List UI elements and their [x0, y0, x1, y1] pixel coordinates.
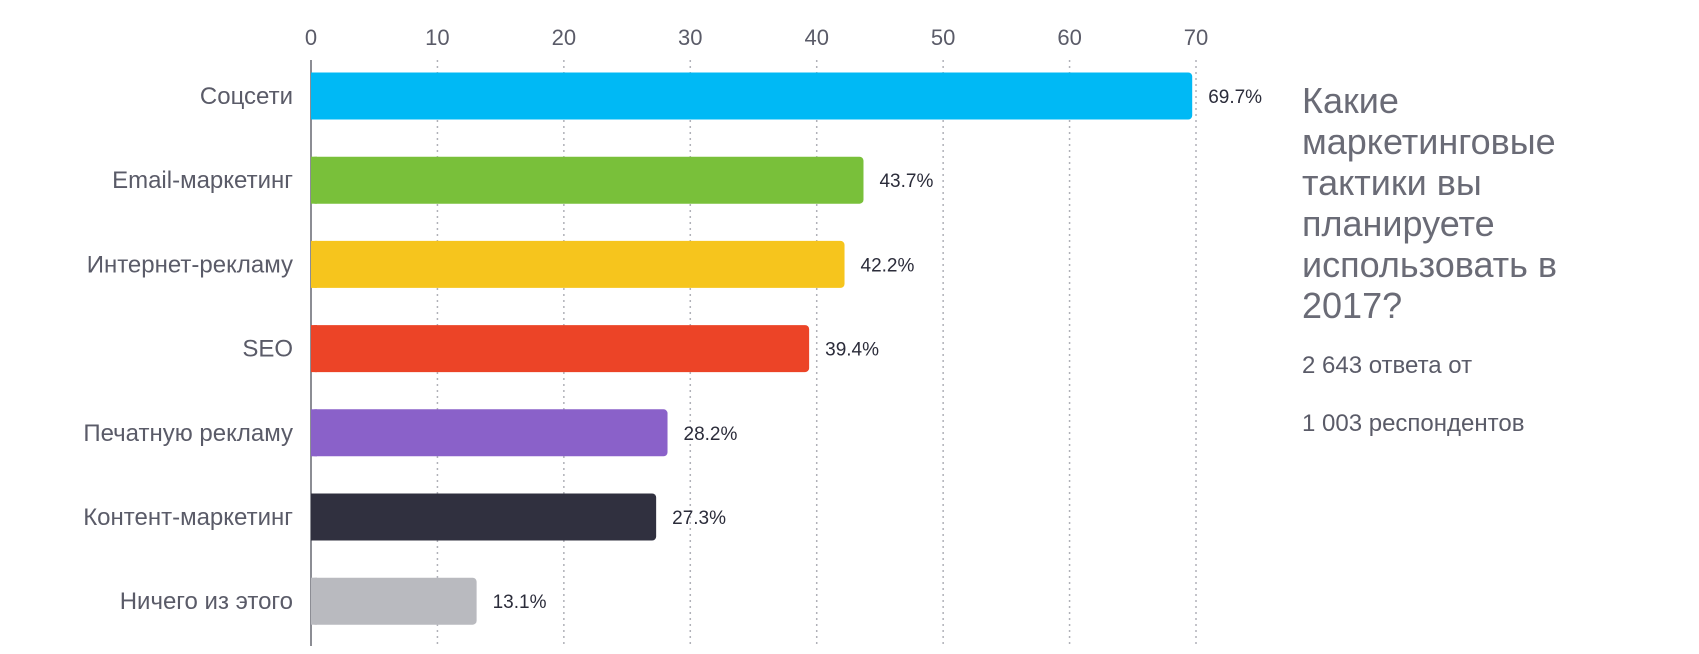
x-tick-label: 70	[1184, 25, 1208, 50]
bar	[311, 409, 668, 457]
bar	[311, 577, 477, 625]
bar-base	[311, 240, 317, 288]
value-label: 27.3%	[672, 508, 726, 529]
category-label: Соцсети	[200, 83, 293, 110]
x-tick-label: 10	[425, 25, 449, 50]
value-label: 28.2%	[684, 424, 738, 445]
x-tick-label: 60	[1057, 25, 1081, 50]
x-tick-label: 30	[678, 25, 702, 50]
value-label: 42.2%	[861, 255, 915, 276]
x-tick-label: 50	[931, 25, 955, 50]
category-label: Email-маркетинг	[112, 167, 293, 194]
bar-base	[311, 325, 317, 373]
bar	[311, 156, 864, 204]
x-tick-label: 20	[552, 25, 576, 50]
category-label: Ничего из этого	[120, 588, 293, 615]
side-panel: Какие маркетинговые тактики вы планирует…	[1302, 80, 1682, 438]
bar	[311, 240, 845, 288]
bar-chart: Соцсети 69.7% Email-маркетинг 43.7% Интернет…	[83, 25, 1262, 646]
respondents-count: 1 003 респондентов	[1302, 410, 1525, 437]
category-label: Контент-маркетинг	[83, 504, 293, 531]
value-label: 13.1%	[493, 592, 547, 613]
survey-question: Какие маркетинговые тактики вы планирует…	[1302, 80, 1558, 326]
bar-base	[311, 409, 317, 457]
chart-canvas: Соцсети 69.7% Email-маркетинг 43.7% Интернет…	[83, 25, 1262, 646]
bar	[311, 325, 810, 373]
x-tick-label: 40	[804, 25, 828, 50]
x-tick-label: 0	[305, 25, 317, 50]
bar-base	[311, 577, 317, 625]
bar	[311, 493, 657, 541]
bar-base	[311, 72, 317, 120]
bar-base	[311, 156, 317, 204]
value-label: 69.7%	[1208, 87, 1262, 108]
category-label: Интернет-рекламу	[87, 251, 293, 278]
value-label: 39.4%	[825, 340, 879, 361]
answers-count: 2 643 ответа от	[1302, 352, 1473, 379]
bar-base	[311, 493, 317, 541]
category-label: Печатную рекламу	[83, 420, 293, 447]
bar	[311, 72, 1193, 120]
category-label: SEO	[242, 336, 293, 363]
value-label: 43.7%	[879, 171, 933, 192]
